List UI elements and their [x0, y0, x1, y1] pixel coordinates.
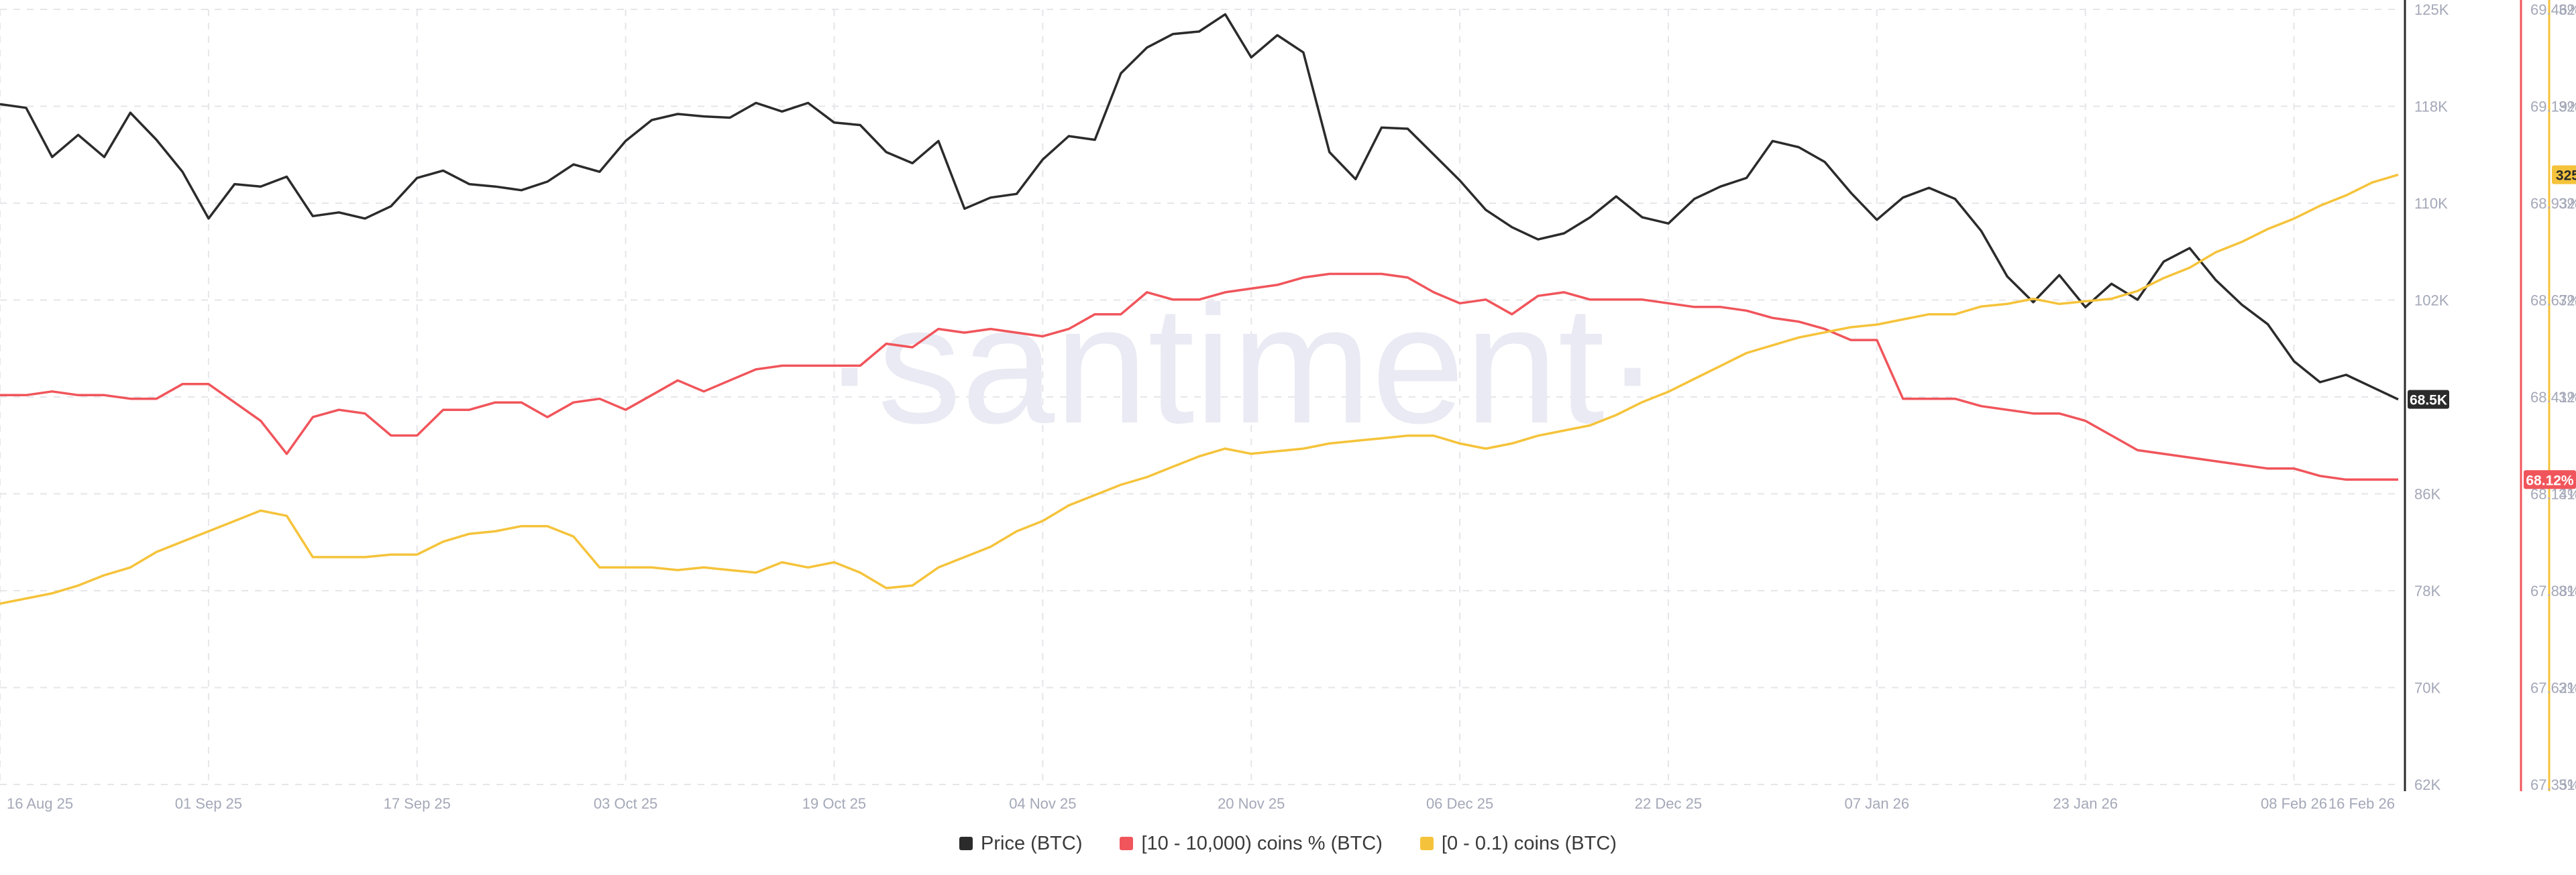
- x-tick-label: 01 Sep 25: [175, 795, 242, 812]
- last-value-badge-whales_pct: 68.12%: [2526, 473, 2574, 488]
- last-value-badge-retail: 325K: [2556, 168, 2576, 184]
- x-tick-label: 07 Jan 26: [1845, 795, 1910, 812]
- y-tick-label-whales_pct: 69.46%: [2530, 1, 2576, 18]
- y-tick-label-retail: 322K: [2559, 292, 2576, 309]
- x-tick-label: 22 Dec 25: [1635, 795, 1702, 812]
- legend-swatch-price: [959, 837, 973, 850]
- last-value-badge-bg: [2408, 390, 2449, 409]
- y-tick-label-retail: 324K: [2559, 195, 2576, 212]
- y-tick-label-whales_pct: 67.62%: [2530, 680, 2576, 697]
- x-tick-label: 08 Feb 26: [2261, 795, 2327, 812]
- legend-swatch-whales: [1120, 837, 1134, 850]
- y-tick-label-retail: 321K: [2559, 389, 2576, 406]
- x-tick-label: 03 Oct 25: [594, 795, 657, 812]
- y-tick-label-price: 110K: [2414, 195, 2448, 212]
- last-value-badge-price: 68.5K: [2410, 393, 2447, 408]
- y-tick-label-price: 118K: [2414, 99, 2448, 115]
- y-tick-label-retail: 317K: [2559, 583, 2576, 599]
- y-tick-label-retail: 328K: [2559, 1, 2576, 18]
- legend-item-retail[interactable]: [0 - 0.1) coins (BTC): [1419, 832, 1617, 855]
- y-tick-label-price: 78K: [2414, 583, 2440, 599]
- x-tick-label: 17 Sep 25: [384, 795, 451, 812]
- x-tick-label: 20 Nov 25: [1218, 795, 1285, 812]
- watermark-text: ·santiment·: [822, 271, 1660, 458]
- y-tick-label-whales_pct: 68.41%: [2530, 389, 2576, 406]
- y-tick-label-retail: 313K: [2559, 776, 2576, 793]
- x-tick-label: 19 Oct 25: [802, 795, 866, 812]
- last-value-badge-bg: [2524, 470, 2576, 489]
- y-tick-label-price: 125K: [2414, 1, 2449, 18]
- series-lines: [0, 13, 2399, 605]
- x-tick-label: 04 Nov 25: [1009, 795, 1076, 812]
- legend-label-whales: [10 - 10,000) coins % (BTC): [1141, 832, 1383, 854]
- x-tick-label: 23 Jan 26: [2053, 795, 2118, 812]
- axes: [2404, 0, 2551, 791]
- x-tick-label: 16 Aug 25: [7, 795, 73, 812]
- price-line: [0, 13, 2399, 401]
- x-tick-label: 06 Dec 25: [1426, 795, 1493, 812]
- y-tick-label-whales_pct: 68.67%: [2530, 292, 2576, 309]
- y-tick-label-price: 86K: [2414, 486, 2440, 503]
- y-tick-label-price: 70K: [2414, 680, 2440, 697]
- retail-line: [0, 173, 2399, 605]
- legend-item-price[interactable]: Price (BTC): [959, 833, 1082, 855]
- y-tick-label-price: 102K: [2414, 292, 2449, 309]
- legend-label-retail: [0 - 0.1) coins (BTC): [1441, 832, 1617, 854]
- y-tick-label-whales_pct: 68.93%: [2530, 195, 2576, 212]
- last-value-badge-bg: [2552, 165, 2576, 184]
- whales-line: [0, 272, 2398, 481]
- y-tick-label-whales_pct: 67.88%: [2530, 583, 2576, 599]
- y-tick-label-retail: 315K: [2559, 680, 2576, 697]
- tick-labels: 16 Aug 25 01 Sep 25 17 Sep 25 03 Oct 25 19 O…: [7, 1, 2576, 812]
- legend-swatch-retail: [1419, 837, 1434, 850]
- x-tick-label: 16 Feb 26: [2328, 795, 2395, 812]
- y-tick-label-price: 62K: [2414, 776, 2440, 793]
- legend: Price (BTC) [10 - 10,000) coins % (BTC) …: [0, 830, 2576, 857]
- legend-item-whales[interactable]: [10 - 10,000) coins % (BTC): [1120, 832, 1383, 855]
- y-tick-label-whales_pct: 69.19%: [2530, 99, 2576, 115]
- y-tick-label-whales_pct: 67.35%: [2530, 776, 2576, 793]
- legend-label-price: Price (BTC): [981, 832, 1083, 854]
- y-tick-label-retail: 326K: [2559, 99, 2576, 115]
